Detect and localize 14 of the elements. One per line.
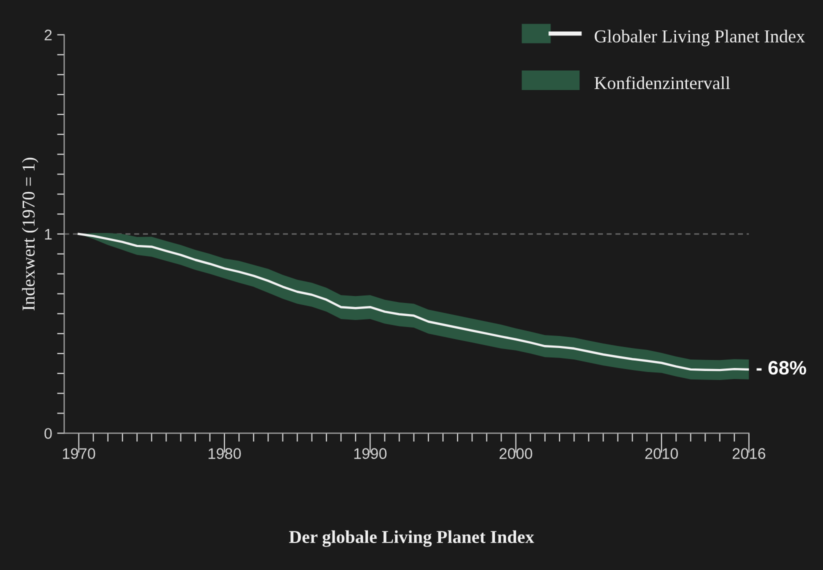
y-axis-title: Indexwert (1970 = 1)	[22, 158, 38, 310]
text: Der globale Living Planet Index	[289, 530, 534, 547]
x-tick-label: 1990	[354, 448, 387, 460]
y-tick-label: 0	[44, 428, 52, 439]
y-tick-label: 2	[44, 30, 52, 40]
y-tick-label: 1	[45, 229, 52, 240]
x-tick-label: 2016	[732, 448, 766, 460]
x-tick-label: 2000	[500, 448, 532, 460]
x-tick-label: 1970	[62, 448, 96, 460]
annotation: Konfidenzintervall	[594, 76, 730, 90]
x-tick-label: 2010	[645, 448, 678, 460]
x-tick-label: 1980	[208, 448, 241, 460]
annotation: - 68%	[756, 360, 806, 375]
legend-label: Globaler Living Planet Index	[594, 30, 805, 46]
